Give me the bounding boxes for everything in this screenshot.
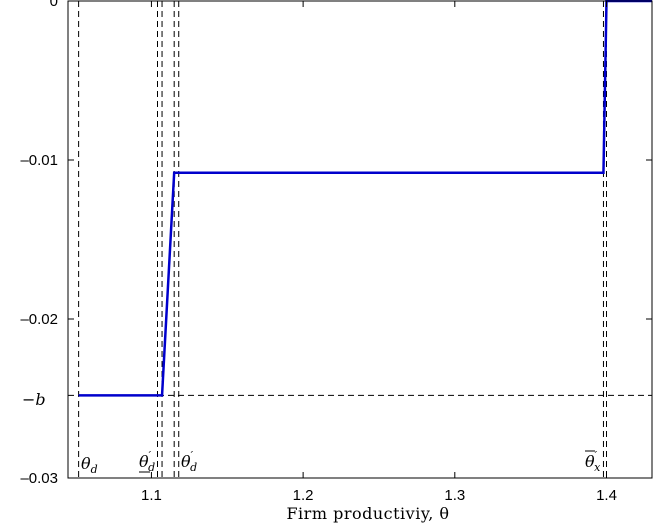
tick-labels: 1.1 1.2 1.3 1.4 0 –0.01 –0.02 –0.03 [20,0,616,504]
annotation-minus-b: −b [22,390,46,409]
x-tick-label-0: 1.1 [141,487,162,504]
x-tick-label-1: 1.2 [293,487,314,504]
y-tick-label-2: –0.02 [20,311,58,328]
axes [67,0,653,479]
annotation-theta-bar-x-prime: θ′ x [585,449,601,474]
svg-text:θ′x: θ′ x [585,449,601,474]
y-tick-label-0: 0 [50,0,58,10]
x-axis-title: Firm productiviy, θ [286,504,449,523]
annotations: −b θd θ′ d θ′ d θ′ x [22,390,601,476]
x-tick-label-3: 1.4 [596,487,617,504]
x-tick-label-2: 1.3 [444,487,465,504]
y-tick-label-3: –0.03 [20,470,58,487]
y-tick-label-1: –0.01 [20,152,58,169]
plot-frame [67,0,653,479]
tick-marks [68,0,652,479]
